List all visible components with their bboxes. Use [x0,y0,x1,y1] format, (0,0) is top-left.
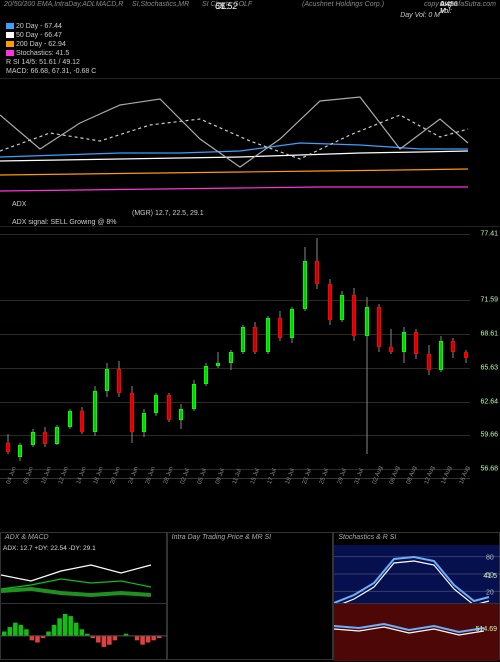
intraday-panel: Intra Day Trading Price & MR SI [167,532,334,660]
x-label: 23 Jul [302,468,319,487]
adx-macd-panel: ADX & MACD ADX: 12.7 +DY: 22.54 -DY: 29.… [0,532,167,660]
swatch [6,50,14,56]
bottom-panels: ADX & MACD ADX: 12.7 +DY: 22.54 -DY: 29.… [0,532,500,660]
y-label: 56.68 [480,466,498,473]
x-label: 11 Jul [232,468,249,487]
x-label: 29 Jul [337,468,354,487]
x-label: 19 Jul [285,468,302,487]
svg-text:80: 80 [486,555,494,562]
legend-mid-row: (MGR) 12.7, 22.5, 29.1 [132,209,204,218]
x-label: 02 Jul [180,468,197,487]
gridline [0,334,470,335]
y-label: 62.64 [480,398,498,405]
legend-row: MACD: 66.68, 67.31, -0.68 C [6,67,494,76]
sub2-title: Intra Day Trading Price & MR SI [172,534,271,541]
stoch-value: 41.5 [483,573,497,580]
swatch [6,23,14,29]
day-vol: Day Vol: 0 M [0,12,500,22]
gridline [0,300,470,301]
swatch [6,32,14,38]
legend-top: 20 Day - 67.44 50 Day - 66.47 200 Day - 62… [0,22,500,76]
legend-text: Stochastics: 41.5 [16,50,69,57]
y-label: 77.41 [480,230,498,237]
legend-row: 200 Day - 62.94 [6,40,494,49]
x-label: 15 Jul [250,468,267,487]
legend-mid: ADX(MGR) 12.7, 22.5, 29.1ADX signal: SEL… [6,200,210,227]
svg-text:20: 20 [486,589,494,596]
legend-text: MACD: 66.68, 67.31, -0.68 C [6,68,96,75]
rsi-value: 514.69 [476,626,497,633]
x-axis: 04 Jun06 Jun10 Jun12 Jun14 Jun18 Jun20 J… [0,478,470,496]
legend-row: R SI 14/5: 51.61 / 49.12 [6,58,494,67]
legend-row: Stochastics: 41.5 [6,49,494,58]
legend-text: R SI 14/5: 51.61 / 49.12 [6,59,80,66]
x-label: 09 Jul [215,468,232,487]
y-label: 59.66 [480,432,498,439]
indicator-panel [0,78,500,198]
sub1-title: ADX & MACD [5,534,49,541]
swatch [6,41,14,47]
gridline [0,234,470,235]
legend-text: 200 Day - 62.94 [16,41,66,48]
indicator-svg [0,79,500,199]
gridline [0,368,470,369]
header: 20/50/200 EMA,IntraDay,ADLMACD,R SI,Stoc… [0,0,500,12]
gridline [0,435,470,436]
y-label: 71.59 [480,296,498,303]
sub3-title: Stochastics & R SI [338,534,396,541]
x-label: 17 Jul [267,468,284,487]
x-label: 05 Jul [197,468,214,487]
x-label: 31 Jul [354,468,371,487]
legend-row: 50 Day - 66.47 [6,31,494,40]
y-label: 68.61 [480,330,498,337]
gridline [0,402,470,403]
y-label: 65.63 [480,364,498,371]
legend-text: 50 Day - 66.47 [16,32,62,39]
copyright: copy MunafaSutra.com [424,1,496,8]
legend-mid-row: ADX [12,200,204,209]
banner-2: SI,Stochastics,MR [132,1,189,8]
legend-row: 20 Day - 67.44 [6,22,494,31]
x-label: 25 Jul [319,468,336,487]
stoch-rsi-panel: Stochastics & R SI 20508041.5514.69 [333,532,500,660]
legend-text: 20 Day - 67.44 [16,23,62,30]
banner-4: (Acushnet Holdings Corp.) [302,1,384,8]
price-panel: 77.41 71.59 68.61 65.63 62.64 59.66 56.68 04 Ju… [0,226,500,496]
banner-1: 20/50/200 EMA,IntraDay,ADLMACD,R [4,1,123,8]
